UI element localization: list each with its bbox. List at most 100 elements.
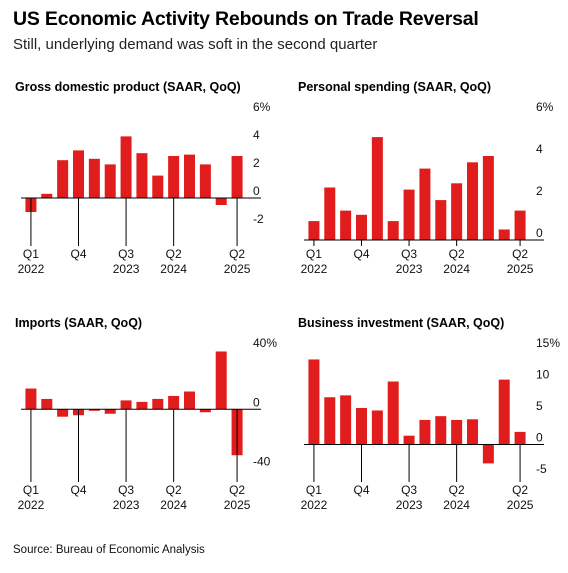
x-tick-year-label: 2023 <box>113 498 140 512</box>
bar-q4-2023 <box>136 401 148 410</box>
x-tick-label: Q2 <box>512 483 528 497</box>
bar-q3-2024 <box>467 419 478 445</box>
y-tick-label: 40% <box>253 336 277 350</box>
bar-q1-2025 <box>215 198 227 205</box>
x-tick-year-label: 2023 <box>396 498 423 512</box>
bar-q2-2024 <box>168 395 180 410</box>
personal-spending-panel: Personal spending (SAAR, QoQ) 6% 4 2 0 Q1 202… <box>298 80 568 290</box>
bar-q1-2025 <box>498 229 510 240</box>
imports-panel: Imports (SAAR, QoQ) 40% 0 -40 Q1 2022 Q4 Q3 202… <box>15 316 285 526</box>
x-tick-year-label: 2025 <box>224 498 251 512</box>
bar-q2-2023 <box>387 381 399 445</box>
bar-q1-2024 <box>435 200 447 240</box>
bar-q3-2022 <box>57 160 69 198</box>
bar-q3-2022 <box>340 210 352 240</box>
y-tick-label: 6% <box>253 100 271 114</box>
x-tick-year-label: 2024 <box>160 498 187 512</box>
y-tick-label: 6% <box>536 100 554 114</box>
x-tick-label: Q3 <box>401 247 417 261</box>
x-tick-label: Q2 <box>449 483 465 497</box>
x-tick-label: Q3 <box>118 247 134 261</box>
bar-q2-2022 <box>41 398 53 410</box>
y-tick-label: 5 <box>536 399 543 413</box>
bar-q1-2022 <box>308 221 320 240</box>
y-tick-label: 4 <box>536 142 543 156</box>
bar-q1-2023 <box>88 158 100 198</box>
bar-q1-2022 <box>308 359 320 445</box>
bar-q2-2025 <box>231 156 243 198</box>
bar-q3-2023 <box>120 136 132 198</box>
x-tick-label: Q2 <box>166 483 182 497</box>
bar-q1-2025 <box>498 379 510 445</box>
x-tick-year-label: 2024 <box>443 498 470 512</box>
y-tick-label: -5 <box>536 462 547 476</box>
bar-q4-2022 <box>356 214 367 240</box>
gdp-panel-title: Gross domestic product (SAAR, QoQ) <box>15 80 241 94</box>
bar-q3-2023 <box>403 189 415 240</box>
chart-subtitle: Still, underlying demand was soft in the… <box>13 36 378 53</box>
y-tick-label: 2 <box>536 184 543 198</box>
x-tick-year-label: 2023 <box>113 262 140 276</box>
bar-q4-2022 <box>356 407 367 445</box>
bar-q1-2023 <box>371 410 383 445</box>
bar-q2-2022 <box>324 397 336 445</box>
x-tick-year-label: 2024 <box>443 262 470 276</box>
bar-q4-2023 <box>136 153 148 198</box>
bar-q4-2024 <box>199 164 211 198</box>
x-tick-year-label: 2023 <box>396 262 423 276</box>
bar-q4-2024 <box>199 409 211 413</box>
x-tick-label: Q3 <box>118 483 134 497</box>
x-tick-year-label: 2025 <box>507 498 534 512</box>
bar-q2-2023 <box>387 221 399 240</box>
x-tick-year-label: 2022 <box>301 262 328 276</box>
y-tick-label: -40 <box>253 455 271 469</box>
y-tick-label: 0 <box>536 431 543 445</box>
bar-q1-2024 <box>152 175 164 198</box>
bar-q3-2024 <box>467 162 478 240</box>
bar-q3-2023 <box>403 435 415 445</box>
bar-q4-2022 <box>73 150 84 198</box>
y-tick-label: 0 <box>253 184 260 198</box>
bar-q3-2024 <box>184 154 195 198</box>
bar-q3-2022 <box>340 395 352 445</box>
y-tick-label: 4 <box>253 128 260 142</box>
bar-q4-2024 <box>482 156 494 240</box>
chart-title: US Economic Activity Rebounds on Trade R… <box>13 8 479 30</box>
x-tick-label: Q1 <box>306 247 322 261</box>
x-tick-label: Q2 <box>512 247 528 261</box>
y-tick-label: 15% <box>536 336 560 350</box>
y-tick-label: 2 <box>253 156 260 170</box>
x-tick-year-label: 2025 <box>507 262 534 276</box>
x-tick-label: Q2 <box>449 247 465 261</box>
x-tick-label: Q4 <box>353 483 369 497</box>
x-tick-year-label: 2022 <box>18 262 45 276</box>
business-investment-panel-title: Business investment (SAAR, QoQ) <box>298 316 505 330</box>
bar-q1-2024 <box>435 416 447 445</box>
bar-q2-2023 <box>104 164 116 198</box>
bar-q1-2023 <box>88 409 100 411</box>
bar-q2-2022 <box>41 193 53 198</box>
bar-q2-2024 <box>168 156 180 198</box>
bar-q3-2022 <box>57 409 69 417</box>
x-tick-label: Q2 <box>229 247 245 261</box>
gdp-panel: Gross domestic product (SAAR, QoQ) 6% 4 2 0… <box>15 80 285 290</box>
bar-q1-2024 <box>152 398 164 410</box>
business-investment-panel: Business investment (SAAR, QoQ) 15% 10 5 0 -… <box>298 316 568 526</box>
bar-q1-2022 <box>25 388 37 410</box>
bar-q2-2025 <box>514 210 526 240</box>
bar-q2-2025 <box>514 431 526 445</box>
bar-q2-2024 <box>451 419 463 445</box>
bar-q1-2023 <box>371 137 383 240</box>
bar-q2-2023 <box>104 409 116 414</box>
x-tick-year-label: 2022 <box>18 498 45 512</box>
bar-q2-2024 <box>451 183 463 240</box>
x-tick-label: Q1 <box>23 483 39 497</box>
x-tick-year-label: 2025 <box>224 262 251 276</box>
x-tick-label: Q2 <box>229 483 245 497</box>
y-tick-label: 10 <box>536 368 550 382</box>
y-tick-label: -2 <box>253 212 264 226</box>
